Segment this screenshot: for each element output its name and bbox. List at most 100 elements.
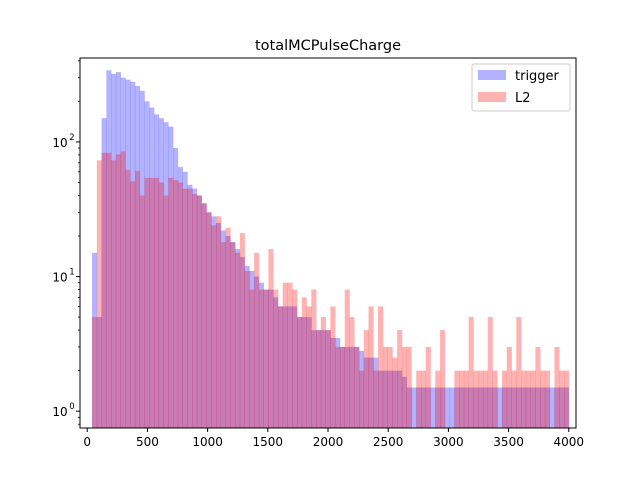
bar-trigger — [435, 387, 441, 428]
bar-trigger — [516, 387, 522, 428]
x-tick-label: 500 — [136, 435, 159, 449]
bar-trigger — [535, 387, 541, 428]
bar-trigger — [506, 387, 512, 428]
bar-l2 — [435, 370, 441, 428]
bar-l2 — [306, 306, 312, 428]
bar-l2 — [125, 169, 131, 429]
legend-box — [471, 63, 571, 112]
bar-l2 — [359, 370, 365, 428]
bar-trigger — [163, 122, 169, 429]
chart-title: totalMCPulseCharge — [255, 38, 401, 54]
bar-trigger — [134, 86, 141, 428]
bar-trigger — [482, 387, 489, 428]
x-tick-label: 2000 — [313, 435, 344, 449]
bar-l2 — [130, 181, 136, 428]
bar-trigger — [177, 167, 183, 428]
bar-l2 — [206, 212, 212, 428]
bar-l2 — [287, 282, 293, 428]
bar-l2 — [316, 330, 322, 428]
bar-l2 — [268, 249, 274, 428]
bar-l2 — [349, 317, 355, 428]
bar-l2 — [282, 282, 288, 428]
bar-l2 — [239, 233, 245, 428]
bar-l2 — [297, 317, 303, 428]
bar-trigger — [282, 306, 288, 428]
x-tick-label: 3000 — [433, 435, 464, 449]
bar-l2 — [339, 346, 346, 428]
bar-l2 — [482, 370, 489, 428]
bar-l2 — [335, 346, 341, 428]
bar-l2 — [392, 357, 398, 428]
bar-l2 — [196, 195, 202, 428]
bar-l2 — [530, 370, 536, 428]
bar-l2 — [177, 182, 183, 428]
bar-trigger — [192, 188, 198, 428]
bar-trigger — [158, 118, 164, 428]
bar-trigger — [273, 297, 279, 428]
bar-trigger — [306, 317, 312, 428]
bar-l2 — [192, 194, 198, 428]
bar-trigger — [168, 126, 174, 428]
bar-l2 — [521, 370, 527, 428]
bar-l2 — [154, 177, 160, 428]
x-tick-label: 4000 — [554, 435, 585, 449]
bar-l2 — [425, 346, 431, 428]
bar-l2 — [149, 177, 155, 428]
x-tick-label: 1000 — [192, 435, 223, 449]
bar-trigger — [297, 317, 303, 428]
bar-trigger — [416, 387, 422, 428]
bar-trigger — [544, 387, 551, 428]
bar-l2 — [459, 370, 465, 428]
bar-l2 — [382, 346, 388, 428]
bar-trigger — [258, 282, 264, 428]
bar-trigger — [120, 77, 126, 429]
series-l2-bars — [92, 151, 570, 429]
bar-trigger — [244, 265, 250, 428]
bar-trigger — [363, 357, 369, 428]
bar-trigger — [211, 216, 217, 428]
bar-l2 — [158, 182, 164, 428]
bar-trigger — [540, 387, 546, 428]
bar-trigger — [525, 387, 531, 428]
legend-label-trigger: trigger — [515, 69, 560, 84]
bar-l2 — [473, 370, 479, 428]
bar-l2 — [163, 195, 169, 428]
bar-trigger — [111, 73, 117, 429]
bar-l2 — [440, 330, 446, 428]
bar-trigger — [392, 370, 398, 428]
bar-l2 — [106, 152, 112, 428]
bar-trigger — [149, 107, 155, 428]
bar-trigger — [549, 387, 555, 428]
bar-trigger — [349, 346, 355, 428]
bar-trigger — [468, 387, 474, 428]
y-tick-label-exponent: 2 — [69, 133, 74, 143]
bar-trigger — [511, 387, 517, 428]
bar-trigger — [430, 387, 436, 428]
bar-l2 — [120, 151, 126, 428]
bar-l2 — [487, 317, 493, 428]
bar-l2 — [263, 289, 269, 428]
bar-l2 — [301, 297, 307, 428]
bar-trigger — [101, 118, 107, 428]
bar-trigger — [139, 90, 145, 428]
bar-trigger — [454, 387, 460, 428]
bar-l2 — [330, 306, 336, 428]
legend-label-l2: L2 — [515, 91, 531, 106]
bar-trigger — [497, 387, 503, 428]
bar-trigger — [492, 387, 498, 428]
bar-l2 — [139, 195, 145, 428]
bar-l2 — [144, 177, 150, 428]
bar-l2 — [249, 289, 255, 428]
bar-trigger — [263, 289, 269, 428]
y-tick-label-exponent: 0 — [69, 402, 74, 412]
y-tick-label-exponent: 1 — [69, 268, 74, 278]
bar-l2 — [559, 370, 565, 428]
bar-trigger — [196, 195, 202, 428]
bar-l2 — [354, 346, 360, 428]
bar-l2 — [168, 177, 174, 428]
bar-trigger — [339, 346, 346, 428]
bar-trigger — [187, 184, 193, 428]
bar-l2 — [525, 370, 531, 428]
bar-trigger — [225, 236, 231, 428]
